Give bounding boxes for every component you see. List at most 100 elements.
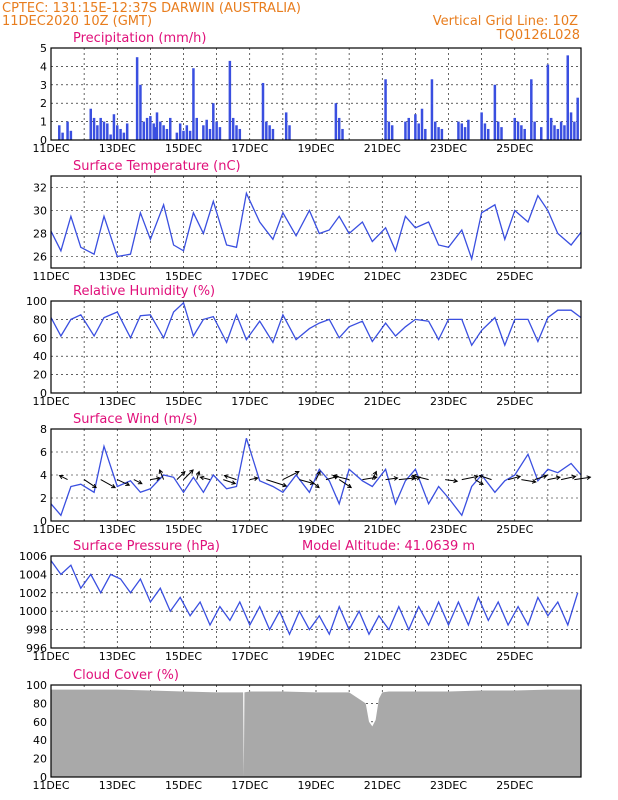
panel-title: Relative Humidity (%) xyxy=(73,284,215,299)
precip-bar xyxy=(573,121,576,140)
precip-bar xyxy=(434,121,437,140)
panel-pressure: 996 998 1000 1002 1004 1006 11DEC 13DEC 15DEC 17D… xyxy=(19,539,582,663)
precip-bar xyxy=(384,79,387,140)
wind-arrow-head xyxy=(571,474,577,480)
precip-bar xyxy=(61,132,64,140)
wind-arrow-head xyxy=(586,475,592,481)
panel-title: Precipitation (mm/h) xyxy=(73,31,206,46)
precip-bar xyxy=(261,82,265,140)
precip-bar xyxy=(178,123,182,140)
y-tick-label: 1002 xyxy=(19,587,47,600)
wind-arrow-head xyxy=(253,476,259,481)
precip-bar xyxy=(205,119,208,140)
x-tick-label: 17DEC xyxy=(231,270,268,283)
precip-bar xyxy=(265,121,268,140)
y-tick-label: 100 xyxy=(26,679,47,692)
y-tick-label: 40 xyxy=(33,734,47,747)
wind-arrow-head xyxy=(478,480,484,485)
x-tick-label: 23DEC xyxy=(430,523,467,536)
precip-bar xyxy=(463,127,467,140)
precip-bar xyxy=(553,125,556,140)
precip-bar xyxy=(487,128,490,140)
precip-bar xyxy=(540,127,543,140)
precip-bar xyxy=(387,121,391,140)
precip-bar xyxy=(437,127,440,140)
wind-arrow xyxy=(338,479,352,489)
precip-bar xyxy=(493,84,497,140)
precip-bar xyxy=(424,128,427,140)
wind-arrow-head xyxy=(332,474,338,479)
wind-arrow xyxy=(479,475,492,481)
wind-arrow-head xyxy=(294,470,300,476)
precip-bar xyxy=(480,112,483,140)
precip-bar xyxy=(89,108,92,140)
wind-arrow xyxy=(561,475,576,481)
wind-arrow xyxy=(371,471,377,480)
wind-arrow-head xyxy=(195,470,201,476)
precip-bar xyxy=(192,68,195,140)
wind-arrow xyxy=(333,475,350,481)
y-tick-label: 20 xyxy=(33,753,47,766)
y-tick-label: 1004 xyxy=(19,568,47,581)
panel-temp: 26 28 30 32 11DEC 13DEC 15DEC 17DEC 19DEC 21DEC 23… xyxy=(32,159,582,283)
precip-bar xyxy=(500,127,503,140)
precip-bar xyxy=(154,127,157,140)
wind-arrow-head xyxy=(189,469,194,474)
x-tick-label: 15DEC xyxy=(165,270,202,283)
x-tick-label: 11DEC xyxy=(32,142,69,155)
precip-bar xyxy=(218,127,222,140)
wind-arrow-head xyxy=(111,483,116,489)
x-tick-label: 19DEC xyxy=(297,650,334,663)
wind-arrow xyxy=(249,477,258,481)
precip-bar xyxy=(546,64,550,140)
series-line xyxy=(50,301,582,348)
precip-bar xyxy=(92,117,96,140)
x-tick-label: 19DEC xyxy=(297,523,334,536)
precip-bar xyxy=(162,125,165,140)
precip-bar xyxy=(106,123,109,140)
wind-arrow-head xyxy=(473,474,479,480)
y-tick-label: 0 xyxy=(40,387,47,400)
wind-arrow-head xyxy=(125,481,131,486)
wind-arrow xyxy=(176,471,186,480)
wind-arrow xyxy=(117,479,130,486)
y-tick-label: 996 xyxy=(26,642,47,655)
x-tick-label: 23DEC xyxy=(430,142,467,155)
wind-arrow-head xyxy=(199,475,205,481)
y-tick-label: 4 xyxy=(40,60,47,73)
precip-bar xyxy=(414,114,417,140)
precip-bar xyxy=(513,117,516,140)
precip-bar xyxy=(212,103,215,140)
precip-bar xyxy=(440,128,444,140)
x-tick-label: 21DEC xyxy=(364,142,401,155)
y-tick-label: 0 xyxy=(40,771,47,784)
x-tick-label: 13DEC xyxy=(99,779,136,792)
wind-arrow xyxy=(574,476,591,481)
precip-bar xyxy=(155,112,159,140)
precip-bar xyxy=(122,132,126,140)
panel-frame xyxy=(50,428,582,522)
wind-arrow-head xyxy=(137,480,143,485)
y-tick-label: 0 xyxy=(40,515,47,528)
wind-arrow xyxy=(133,479,143,485)
model-altitude-note: Model Altitude: 41.0639 m xyxy=(302,539,475,554)
wind-arrow xyxy=(461,475,478,481)
x-tick-label: 19DEC xyxy=(297,270,334,283)
wind-arrow xyxy=(474,479,484,485)
wind-arrow xyxy=(315,471,321,480)
wind-arrow xyxy=(521,479,536,483)
precip-bar xyxy=(202,125,205,140)
wind-arrow xyxy=(83,479,97,489)
y-tick-label: 40 xyxy=(33,350,47,363)
precip-bar xyxy=(576,97,579,140)
precip-bar xyxy=(175,132,179,140)
x-tick-label: 19DEC xyxy=(297,395,334,408)
wind-arrow-head xyxy=(314,483,320,489)
header-grid-note: Vertical Grid Line: 10Z xyxy=(433,14,578,29)
wind-arrow-head xyxy=(555,475,561,481)
precip-bar xyxy=(112,114,116,140)
precip-bar xyxy=(271,128,275,140)
precip-bar xyxy=(496,121,500,140)
x-tick-label: 15DEC xyxy=(165,142,202,155)
wind-arrow xyxy=(445,479,458,482)
